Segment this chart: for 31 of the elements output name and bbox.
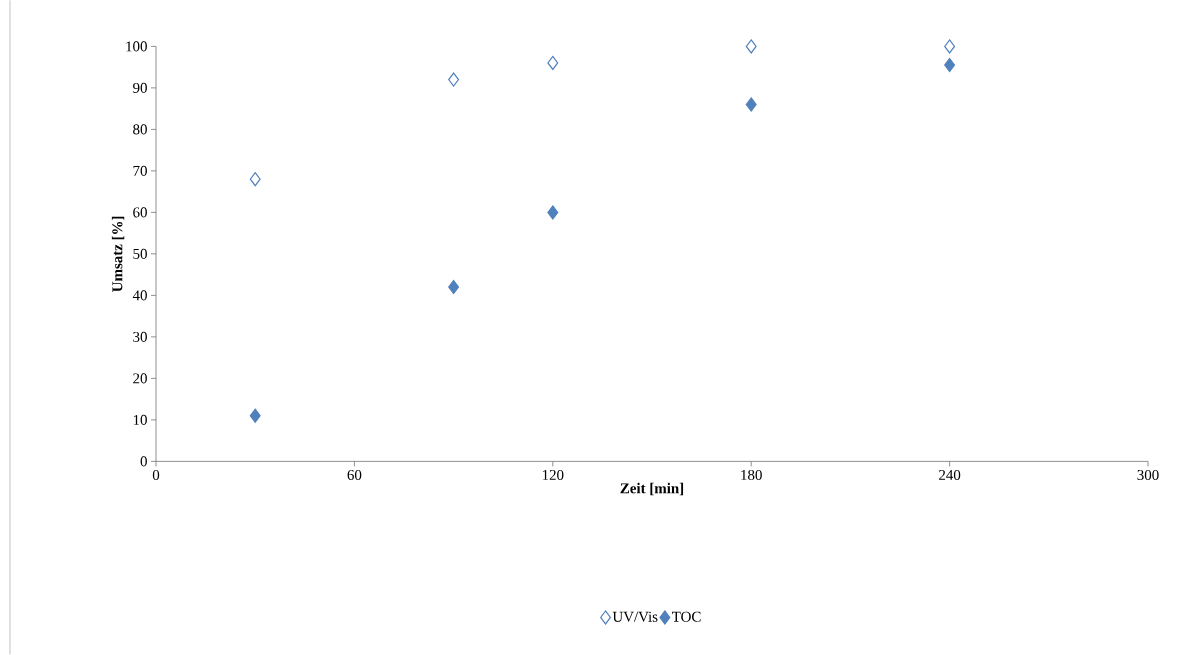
y-tick-label: 0 [140,456,147,467]
y-tick-label: 10 [133,414,147,426]
point [448,280,460,295]
x-axis-title: Zeit [min] [620,482,684,496]
y-tick-label: 50 [133,248,147,260]
y-tick-label: 40 [132,290,147,301]
point [944,58,956,73]
point [448,72,460,87]
point [249,408,261,423]
point [547,55,559,71]
point [944,39,956,54]
legend-label: TOC [672,611,701,622]
y-tick-label: 20 [133,373,147,384]
point [745,97,757,112]
y-tick-label: 80 [133,124,147,135]
x-tick-label: 300 [1137,470,1159,481]
y-tick-label: 60 [133,207,147,218]
legend-label: UV/Vis [612,611,658,622]
x-tick-label: 180 [741,470,762,481]
y-axis-title: Umsatz [%] [111,216,125,292]
point [249,172,261,187]
x-tick-label: 60 [347,470,362,481]
y-tick-label: 90 [133,82,147,94]
y-tick-label: 70 [133,165,147,177]
y-tick-label: 30 [133,331,147,343]
point [745,39,757,54]
x-tick-label: 120 [542,470,564,481]
point [547,205,559,220]
x-tick-label: 0 [152,470,160,481]
x-tick-label: 240 [939,470,961,481]
y-tick-label: 100 [126,41,147,52]
